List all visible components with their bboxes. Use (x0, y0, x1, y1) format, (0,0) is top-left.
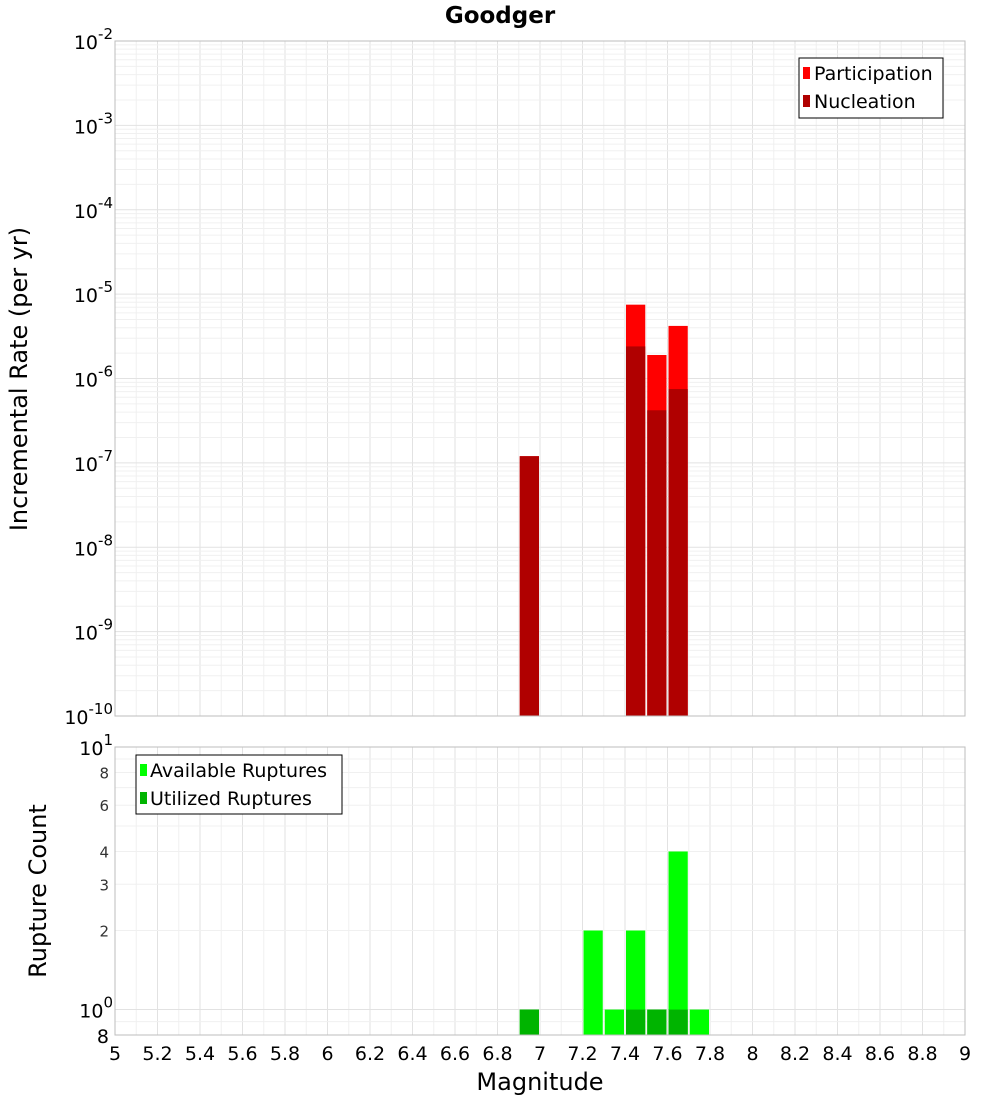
x-tick-label: 7.8 (695, 1043, 725, 1065)
count-y-tick-label: 8 (99, 764, 109, 782)
x-tick-label: 8.8 (907, 1043, 937, 1065)
x-tick-label: 5.8 (270, 1043, 300, 1065)
x-tick-label: 6.8 (482, 1043, 512, 1065)
count-y-tick-label: 8 (97, 1026, 109, 1048)
chart-title: Goodger (445, 3, 556, 29)
rate-y-tick-label: 10-2 (74, 25, 113, 54)
x-tick-label: 6.6 (440, 1043, 470, 1065)
x-tick-label: 8 (746, 1043, 758, 1065)
x-tick-label: 5 (109, 1043, 121, 1065)
count-y-tick-labels: 8 100 2 3 4 6 8 101 (79, 731, 113, 1048)
legend-label-available: Available Ruptures (150, 760, 327, 782)
x-tick-label: 8.2 (780, 1043, 810, 1065)
x-tick-labels: 5 5.2 5.4 5.6 5.8 6 6.2 6.4 6.6 6.8 7 7.2 7.4 7.6 7.8 8… (109, 1043, 971, 1065)
x-tick-label: 5.4 (185, 1043, 215, 1065)
rate-y-tick-label: 10-5 (74, 278, 113, 307)
rate-bar-nucleation (519, 456, 539, 716)
rate-y-tick-label: 10-9 (74, 616, 113, 645)
legend-swatch-participation (803, 67, 810, 79)
rate-y-tick-labels: 10-10 10-9 10-8 10-7 10-6 10-5 10-4 10-3 10-2 (64, 25, 113, 729)
count-panel: 8 100 2 3 4 6 8 101 5 5.2 5.4 5.6 5.8 6 6.2 6.4 6.6 6.8 7… (24, 731, 971, 1096)
count-bar-available-ruptures (583, 930, 603, 1035)
x-tick-label: 5.6 (227, 1043, 257, 1065)
count-legend-box (135, 754, 343, 815)
rate-y-tick-label: 10-3 (74, 109, 113, 138)
count-bar-available-ruptures (626, 930, 646, 1035)
x-tick-label: 7.4 (610, 1043, 640, 1065)
x-tick-label: 6 (321, 1043, 333, 1065)
rate-bar-nucleation (668, 389, 688, 716)
rate-bar-nucleation (647, 410, 667, 716)
count-bar-utilized-ruptures (647, 1009, 667, 1035)
count-bar-utilized-ruptures (519, 1009, 539, 1035)
count-bar-available-ruptures (668, 851, 688, 1035)
x-tick-label: 8.6 (865, 1043, 895, 1065)
rate-y-tick-label: 10-8 (74, 531, 113, 560)
count-y-tick-label: 6 (99, 797, 109, 815)
count-bar-utilized-ruptures (626, 1009, 646, 1035)
legend-swatch-utilized (140, 792, 147, 804)
legend-label-utilized: Utilized Ruptures (150, 788, 312, 810)
rate-bars (519, 304, 688, 716)
legend-swatch-available (140, 764, 147, 776)
rate-plot-frame (114, 40, 966, 717)
x-tick-label: 6.4 (397, 1043, 427, 1065)
rate-panel: 10-10 10-9 10-8 10-7 10-6 10-5 10-4 10-3 10-2 In… (5, 25, 966, 729)
x-tick-label: 6.2 (355, 1043, 385, 1065)
count-y-tick-label: 2 (99, 923, 109, 941)
count-y-axis-label: Rupture Count (24, 804, 52, 978)
x-tick-label: 7.6 (652, 1043, 682, 1065)
x-axis-label: Magnitude (476, 1068, 603, 1096)
rate-y-tick-label: 10-10 (64, 700, 113, 729)
count-y-tick-label: 101 (79, 731, 113, 760)
rate-legend-box (798, 57, 944, 119)
x-tick-label: 9 (959, 1043, 971, 1065)
count-y-tick-label: 3 (99, 876, 109, 894)
rate-y-tick-label: 10-6 (74, 363, 113, 392)
x-tick-label: 5.2 (142, 1043, 172, 1065)
x-tick-label: 7.2 (567, 1043, 597, 1065)
legend-swatch-nucleation (803, 95, 810, 107)
count-bar-utilized-ruptures (668, 1009, 688, 1035)
rate-grid (114, 41, 966, 717)
count-legend: Available Ruptures Utilized Ruptures (135, 754, 343, 815)
rate-y-tick-label: 10-7 (74, 447, 113, 476)
count-bar-available-ruptures (604, 1009, 624, 1035)
count-bars (519, 851, 709, 1035)
count-y-tick-label: 100 (79, 994, 113, 1023)
rate-bar-nucleation (626, 346, 646, 716)
count-plot-frame (114, 746, 966, 1036)
rate-y-axis-label: Incremental Rate (per yr) (5, 227, 33, 531)
x-tick-label: 7 (534, 1043, 546, 1065)
legend-label-participation: Participation (814, 63, 933, 85)
legend-label-nucleation: Nucleation (814, 91, 916, 113)
count-bar-available-ruptures (689, 1009, 709, 1035)
x-tick-label: 8.4 (822, 1043, 852, 1065)
count-y-tick-label: 4 (99, 843, 109, 861)
rate-y-tick-label: 10-4 (74, 194, 113, 223)
rate-legend: Participation Nucleation (798, 57, 944, 119)
